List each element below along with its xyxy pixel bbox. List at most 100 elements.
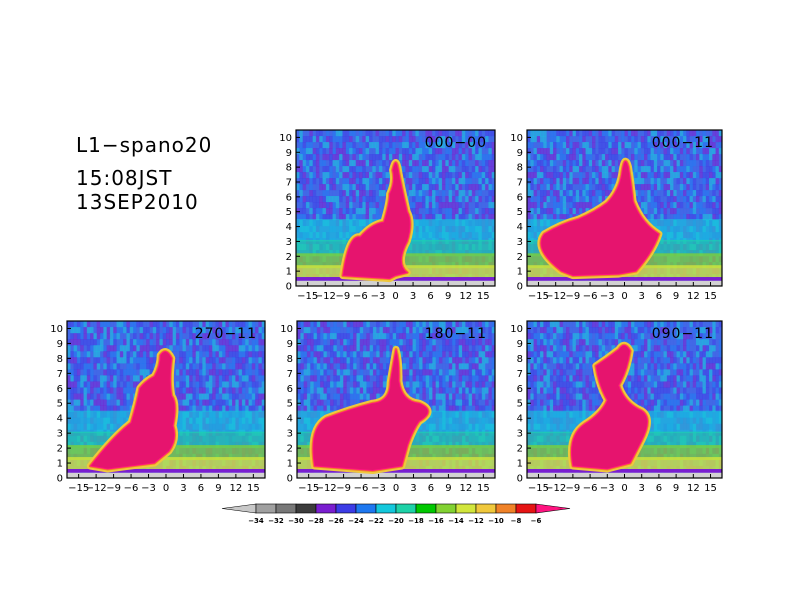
y-tick-label: 6 <box>286 192 292 203</box>
colorbar-label: −24 <box>348 517 364 525</box>
x-tick-label: −6 <box>354 483 369 494</box>
x-tick-label: 12 <box>687 483 700 494</box>
colorbar-swatch <box>335 503 357 514</box>
run-name: L1−spano20 <box>76 133 213 157</box>
y-tick-label: 7 <box>517 369 523 380</box>
x-tick-label: −6 <box>583 291 598 302</box>
y-tick-label: 3 <box>517 429 523 440</box>
y-tick-label: 6 <box>517 192 523 203</box>
colorbar-swatch <box>221 503 257 514</box>
colorbar-label: −12 <box>468 517 484 525</box>
y-tick-label: 0 <box>286 282 292 293</box>
x-tick-label: 12 <box>460 483 473 494</box>
y-tick-label: 7 <box>517 178 523 189</box>
colorbar-swatch <box>495 503 517 514</box>
y-tick-label: 2 <box>286 252 292 263</box>
colorbar-swatch <box>255 503 277 514</box>
x-tick-label: 15 <box>704 291 717 302</box>
y-tick-label: 2 <box>517 252 523 263</box>
colorbar-swatch <box>275 503 297 514</box>
y-tick-label: 1 <box>517 267 523 278</box>
x-tick-label: 9 <box>673 483 679 494</box>
y-tick-label: 5 <box>517 399 523 410</box>
colorbar-swatch <box>535 503 571 514</box>
x-tick-label: 0 <box>621 291 627 302</box>
x-tick-label: −3 <box>600 483 615 494</box>
y-tick-label: 2 <box>57 444 63 455</box>
y-tick-label: 4 <box>287 414 293 425</box>
y-tick-label: 0 <box>517 282 523 293</box>
x-tick-label: 3 <box>639 291 645 302</box>
colorbar-swatch <box>435 503 457 514</box>
x-tick-label: 15 <box>477 483 490 494</box>
y-tick-label: 4 <box>517 222 523 233</box>
colorbar-swatch <box>415 503 437 514</box>
x-tick-label: 15 <box>704 483 717 494</box>
y-tick-label: 3 <box>287 429 293 440</box>
plume-core <box>342 162 411 280</box>
y-tick-label: 1 <box>286 267 292 278</box>
x-tick-label: −6 <box>124 483 139 494</box>
colorbar-swatch <box>295 503 317 514</box>
y-tick-label: 4 <box>57 414 63 425</box>
x-tick-label: −3 <box>141 483 156 494</box>
x-tick-label: −3 <box>371 483 386 494</box>
x-tick-label: −12 <box>545 483 566 494</box>
x-tick-label: 6 <box>656 483 662 494</box>
y-tick-label: 5 <box>286 207 292 218</box>
x-tick-label: −6 <box>583 483 598 494</box>
x-tick-label: 3 <box>180 483 186 494</box>
colorbar-label: −20 <box>388 517 404 525</box>
y-tick-label: 6 <box>517 384 523 395</box>
surface-strip <box>67 469 265 473</box>
y-tick-label: 0 <box>517 474 523 485</box>
y-tick-label: 8 <box>287 354 293 365</box>
x-tick-label: 0 <box>393 483 399 494</box>
y-tick-label: 9 <box>517 339 523 350</box>
colorbar-label: −14 <box>448 517 464 525</box>
x-tick-label: 9 <box>673 291 679 302</box>
y-tick-label: 8 <box>286 163 292 174</box>
x-tick-label: −3 <box>371 291 386 302</box>
x-tick-label: −12 <box>545 291 566 302</box>
x-tick-label: −12 <box>86 483 107 494</box>
observation-date: 13SEP2010 <box>76 190 199 214</box>
x-tick-label: −15 <box>297 291 318 302</box>
x-tick-label: −15 <box>528 483 549 494</box>
colorbar-label: −32 <box>268 517 284 525</box>
y-tick-label: 6 <box>287 384 293 395</box>
panel-label: 000−11 <box>652 135 714 151</box>
colorbar-swatch <box>395 503 417 514</box>
y-tick-label: 5 <box>57 399 63 410</box>
colorbar: −34 −32 −30 −28 −26 −24 −22 −20 −18 −16 −14 −12 −10−… <box>221 503 571 525</box>
colorbar-label: −28 <box>308 517 324 525</box>
y-tick-label: 8 <box>517 354 523 365</box>
x-tick-label: 6 <box>656 291 662 302</box>
plume-core <box>540 160 660 277</box>
x-tick-label: −9 <box>566 483 581 494</box>
y-tick-label: 10 <box>280 324 293 335</box>
y-tick-label: 8 <box>57 354 63 365</box>
colorbar-swatch <box>475 503 497 514</box>
x-tick-label: 12 <box>687 291 700 302</box>
y-tick-label: 0 <box>57 474 63 485</box>
panel-label: 090−11 <box>652 326 714 342</box>
surface-strip <box>527 469 722 473</box>
x-tick-label: 3 <box>410 291 416 302</box>
y-tick-label: 10 <box>279 133 292 144</box>
colorbar-swatch <box>515 503 537 514</box>
colorbar-label: −16 <box>428 517 444 525</box>
plume-core <box>570 344 648 470</box>
colorbar-label: −26 <box>328 517 344 525</box>
y-tick-label: 4 <box>517 414 523 425</box>
x-tick-label: 0 <box>163 483 169 494</box>
y-tick-label: 1 <box>517 459 523 470</box>
x-tick-label: −15 <box>298 483 319 494</box>
colorbar-swatch <box>355 503 377 514</box>
x-tick-label: 0 <box>621 483 627 494</box>
